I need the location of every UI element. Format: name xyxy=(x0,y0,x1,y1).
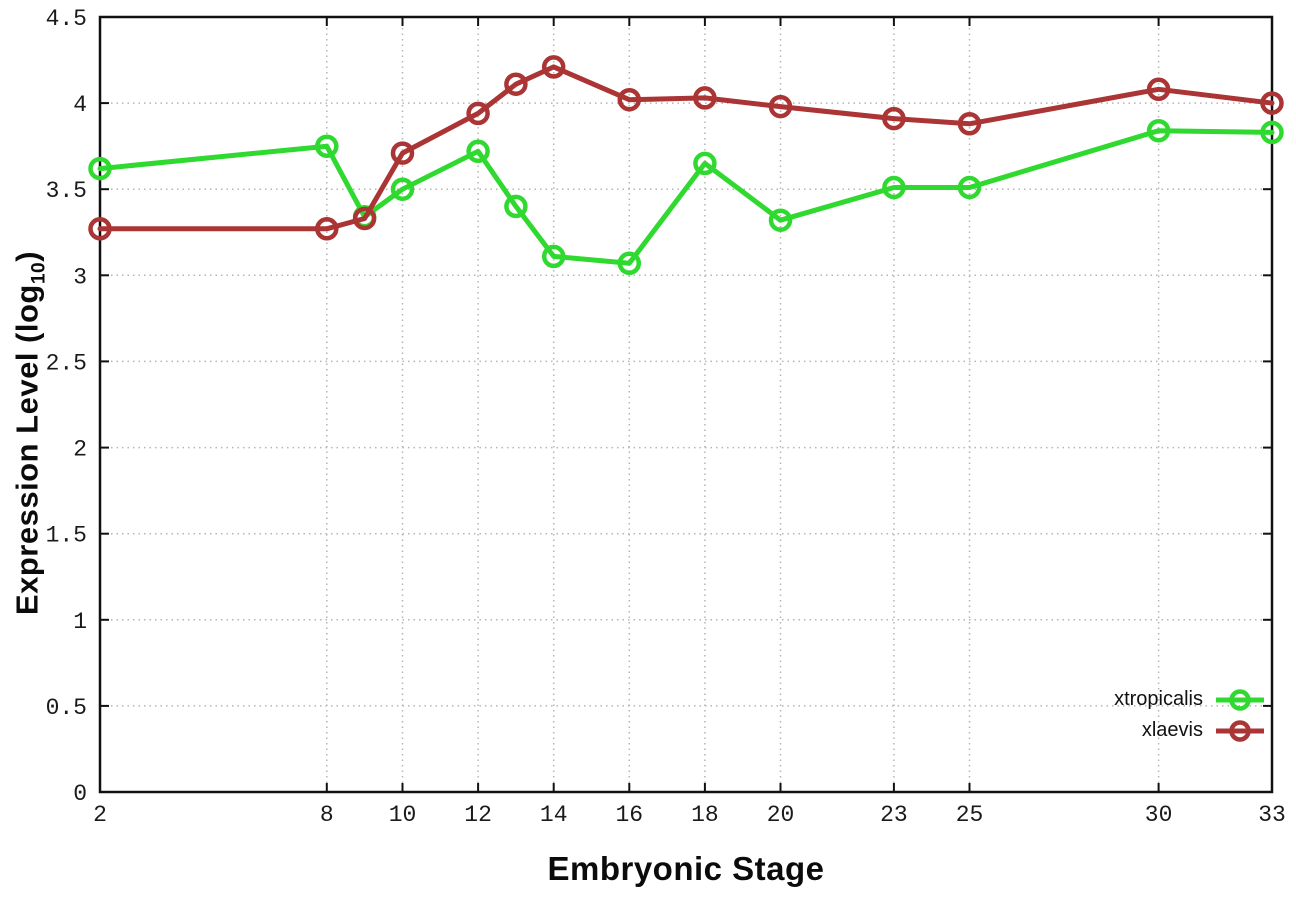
legend-label-xlaevis: xlaevis xyxy=(1141,719,1203,741)
data-point-xlaevis xyxy=(1146,77,1171,102)
data-point-xlaevis xyxy=(882,106,906,131)
legend-label-xtropicalis: xtropicalis xyxy=(1114,688,1203,710)
y-tick-label: 3 xyxy=(73,264,87,290)
y-axis-title: Expression Level (log10) xyxy=(9,251,50,615)
y-tick-label: 0.5 xyxy=(46,695,87,721)
data-point-xtropicalis xyxy=(88,156,112,181)
data-point-xlaevis xyxy=(390,141,415,165)
data-point-xtropicalis xyxy=(1260,120,1284,145)
data-point-xlaevis xyxy=(466,101,490,126)
data-point-xlaevis xyxy=(1260,91,1284,115)
data-point-xtropicalis xyxy=(882,175,906,200)
x-tick-label: 20 xyxy=(767,802,795,828)
data-point-xtropicalis xyxy=(1146,118,1171,143)
x-tick-label: 16 xyxy=(615,802,643,828)
data-point-xtropicalis xyxy=(768,208,793,232)
y-tick-label: 1 xyxy=(73,609,87,635)
series-line-xlaevis xyxy=(97,64,1275,232)
plot-border xyxy=(98,15,1274,794)
data-point-xlaevis xyxy=(88,217,112,241)
data-point-xtropicalis xyxy=(504,194,528,219)
tick-marks xyxy=(99,16,1273,793)
x-tick-label: 14 xyxy=(540,802,568,828)
grid-lines xyxy=(100,17,1272,792)
y-tick-label: 3.5 xyxy=(46,178,87,204)
legend: xtropicalis xlaevis xyxy=(1114,684,1265,746)
y-tick-label: 1.5 xyxy=(46,523,87,549)
x-tick-label: 8 xyxy=(320,802,334,828)
y-axis-title-subscript: 10 xyxy=(28,261,50,285)
series-points-xlaevis xyxy=(88,55,1284,241)
data-point-xtropicalis xyxy=(466,139,490,164)
data-point-xtropicalis xyxy=(315,134,339,158)
data-point-xtropicalis xyxy=(957,175,982,200)
y-axis-title-text: Expression Level (log xyxy=(9,284,45,616)
y-tick-labels: 0 0.5 1 1.5 2 2.5 3 3.5 4 4.5 xyxy=(46,6,87,807)
y-tick-label: 4 xyxy=(73,92,87,118)
data-point-xlaevis xyxy=(957,112,982,136)
data-point-xtropicalis xyxy=(693,151,717,176)
x-axis-title: Embryonic Stage xyxy=(547,850,825,887)
data-point-xlaevis xyxy=(617,87,642,112)
legend-item-xtropicalis: xtropicalis xyxy=(1114,684,1265,715)
x-tick-labels: 2 8 10 12 14 16 18 20 23 25 30 33 xyxy=(93,802,1286,828)
data-point-xtropicalis xyxy=(541,244,566,269)
data-point-xlaevis xyxy=(352,206,377,231)
y-tick-label: 2 xyxy=(73,437,87,463)
series-points-xtropicalis xyxy=(88,118,1284,276)
x-tick-label: 18 xyxy=(691,802,719,828)
y-tick-label: 2.5 xyxy=(46,350,87,376)
y-tick-label: 0 xyxy=(73,781,87,807)
data-point-xlaevis xyxy=(768,94,793,119)
legend-marker-xlaevis xyxy=(1216,719,1264,742)
legend-marker-xtropicalis xyxy=(1216,688,1264,711)
x-tick-label: 33 xyxy=(1258,802,1286,828)
y-tick-label: 4.5 xyxy=(46,6,87,32)
x-tick-label: 2 xyxy=(93,802,107,828)
y-axis-title-close: ) xyxy=(9,250,45,262)
x-tick-label: 23 xyxy=(880,802,908,828)
x-tick-label: 12 xyxy=(464,802,492,828)
data-point-xtropicalis xyxy=(617,251,642,276)
data-point-xlaevis xyxy=(315,217,339,241)
data-point-xlaevis xyxy=(504,72,528,96)
data-point-xlaevis xyxy=(693,86,717,110)
series-line-xtropicalis xyxy=(97,128,1275,266)
data-point-xtropicalis xyxy=(390,177,415,201)
x-tick-label: 30 xyxy=(1145,802,1173,828)
data-point-xlaevis xyxy=(541,55,566,79)
x-tick-label: 25 xyxy=(956,802,984,828)
legend-item-xlaevis: xlaevis xyxy=(1114,715,1265,746)
x-tick-label: 10 xyxy=(389,802,417,828)
